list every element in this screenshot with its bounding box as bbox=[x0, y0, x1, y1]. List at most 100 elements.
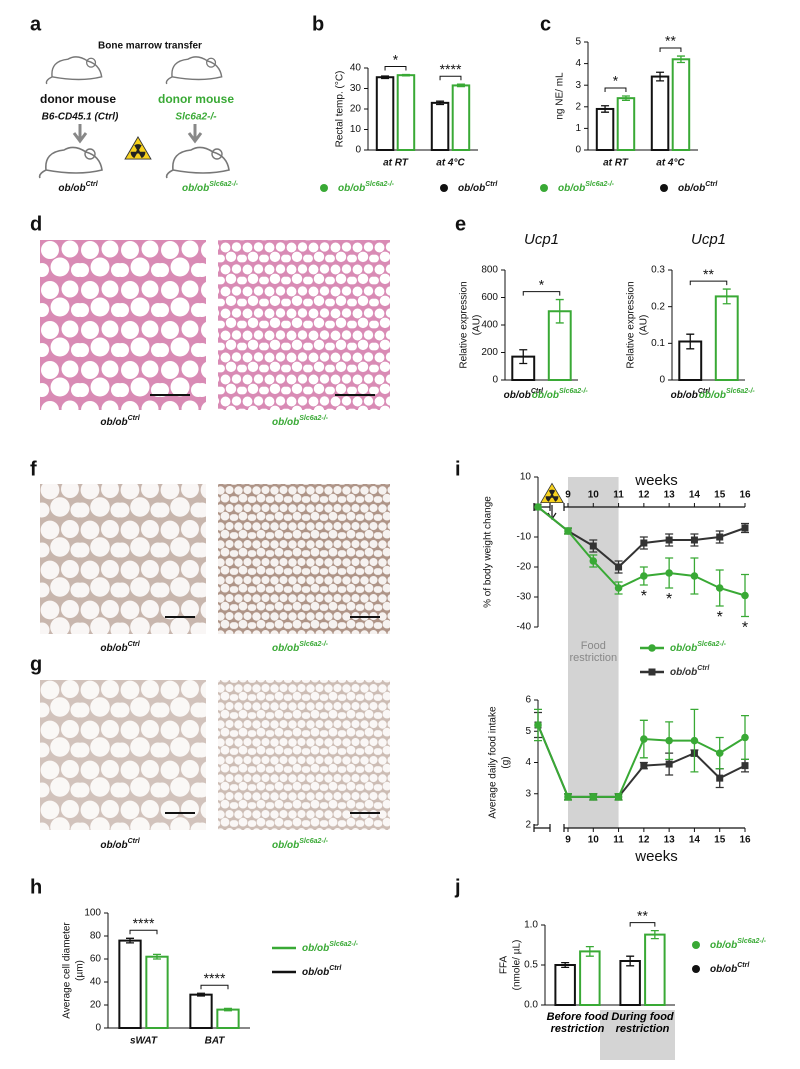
histology-image bbox=[218, 240, 390, 410]
mouse-icon bbox=[45, 56, 103, 85]
significance-label: * bbox=[393, 51, 399, 67]
x-tick-label: 11 bbox=[613, 835, 624, 846]
x-tick-label-sup: Slc6a2-/- bbox=[726, 388, 755, 395]
y-axis-label: Rectal temp. (°C) bbox=[335, 71, 346, 148]
x-tick-label: ob/obSlc6a2-/- bbox=[699, 388, 756, 400]
significance-label: **** bbox=[133, 915, 155, 931]
marker bbox=[615, 563, 623, 571]
panel-label: g bbox=[30, 653, 42, 675]
marker bbox=[640, 735, 648, 743]
image-caption-sup: Slc6a2-/- bbox=[299, 415, 328, 422]
image-caption-base: ob/ob bbox=[100, 417, 127, 428]
image-caption-sup: Slc6a2-/- bbox=[299, 641, 328, 648]
legend-label-base: ob/ob bbox=[670, 643, 697, 654]
bar bbox=[451, 84, 471, 151]
legend-label: ob/obCtrl bbox=[302, 965, 342, 977]
legend-label: ob/obCtrl bbox=[670, 665, 710, 677]
error-bar bbox=[601, 105, 610, 113]
y-tick-label: 10 bbox=[520, 472, 532, 483]
histology-image bbox=[40, 680, 206, 830]
significance-label: * bbox=[613, 73, 619, 89]
y-tick-label: 2 bbox=[525, 820, 531, 831]
marker bbox=[534, 503, 542, 511]
error-bar bbox=[519, 349, 528, 365]
y-tick-label: 3 bbox=[525, 788, 531, 799]
x-tick-label-base: ob/ob bbox=[532, 390, 559, 401]
significance-label: * bbox=[539, 276, 545, 292]
error-bar bbox=[126, 937, 135, 944]
x-tick-label: 16 bbox=[739, 835, 751, 846]
x-tick-label: 15 bbox=[714, 490, 726, 501]
significance-label: ** bbox=[637, 907, 648, 923]
x-tick-label: 10 bbox=[588, 835, 600, 846]
y-tick-label: -10 bbox=[517, 532, 532, 543]
x-tick-label: 13 bbox=[664, 835, 676, 846]
marker bbox=[665, 569, 673, 577]
marker bbox=[716, 774, 724, 782]
panel-label: e bbox=[455, 213, 466, 235]
strain-label: Slc6a2-/- bbox=[175, 112, 217, 123]
legend-label-sup: Ctrl bbox=[485, 181, 498, 188]
histology-image bbox=[218, 484, 390, 634]
donor-label: donor mouse bbox=[158, 92, 234, 106]
error-bar bbox=[401, 73, 410, 77]
radiation-icon bbox=[540, 482, 564, 504]
error-bar bbox=[621, 95, 630, 101]
significance-bracket bbox=[129, 929, 158, 935]
y-axis-label: (µm) bbox=[75, 960, 86, 981]
y-tick-label: 0.0 bbox=[524, 1000, 538, 1011]
y-tick-label: 400 bbox=[481, 320, 498, 331]
error-bar bbox=[381, 75, 390, 80]
significance-bracket bbox=[604, 87, 627, 92]
marker bbox=[665, 536, 673, 544]
marker bbox=[564, 793, 572, 801]
x-tick-label: 12 bbox=[638, 490, 650, 501]
y-tick-label: 0.5 bbox=[524, 960, 538, 971]
bar bbox=[671, 58, 691, 151]
recipient-label-base: ob/ob bbox=[182, 183, 209, 194]
y-tick-label: 80 bbox=[90, 931, 102, 942]
y-tick-label: 600 bbox=[481, 292, 498, 303]
bar bbox=[430, 101, 450, 151]
legend-marker bbox=[692, 965, 700, 973]
recipient-label-base: ob/ob bbox=[58, 183, 85, 194]
legend-label-sup: Slc6a2-/- bbox=[365, 181, 394, 188]
significance-bracket bbox=[629, 922, 656, 927]
y-axis-label: (nmole/ µL) bbox=[512, 940, 523, 991]
error-bar bbox=[223, 1007, 232, 1012]
marker bbox=[564, 527, 572, 535]
significance-label: **** bbox=[204, 970, 226, 986]
error-bar bbox=[456, 83, 465, 88]
marker bbox=[534, 721, 542, 729]
marker bbox=[640, 762, 648, 770]
error-bar bbox=[656, 71, 665, 82]
legend-label-base: ob/ob bbox=[710, 940, 737, 951]
x-axis bbox=[533, 503, 745, 511]
image-caption-base: ob/ob bbox=[100, 840, 127, 851]
y-tick-label: 0.3 bbox=[651, 265, 665, 276]
x-tick-label: 9 bbox=[565, 835, 571, 846]
legend-label: ob/obSlc6a2-/- bbox=[670, 641, 727, 653]
legend-marker bbox=[648, 644, 656, 652]
y-tick-label: 0 bbox=[659, 375, 665, 386]
y-tick-label: 0 bbox=[492, 375, 498, 386]
y-tick-label: 10 bbox=[350, 124, 362, 135]
image-caption: ob/obSlc6a2-/- bbox=[272, 641, 329, 653]
y-tick-label: 20 bbox=[350, 104, 362, 115]
y-tick-label: 20 bbox=[90, 1000, 102, 1011]
x-tick-label: 12 bbox=[638, 835, 650, 846]
panel-label: b bbox=[312, 13, 324, 35]
bar bbox=[644, 933, 666, 1006]
marker bbox=[741, 762, 749, 770]
y-tick-label: -30 bbox=[517, 592, 532, 603]
y-axis-label: Relative expression bbox=[626, 281, 637, 368]
x-tick-label-base: ob/ob bbox=[504, 390, 531, 401]
legend-label: ob/obCtrl bbox=[458, 181, 498, 193]
y-tick-label: 0 bbox=[575, 145, 581, 156]
bar bbox=[216, 1008, 240, 1029]
marker bbox=[640, 572, 648, 580]
bar bbox=[554, 964, 576, 1006]
arrow bbox=[72, 124, 88, 144]
error-bar bbox=[555, 298, 564, 324]
y-tick-label: 800 bbox=[481, 265, 498, 276]
